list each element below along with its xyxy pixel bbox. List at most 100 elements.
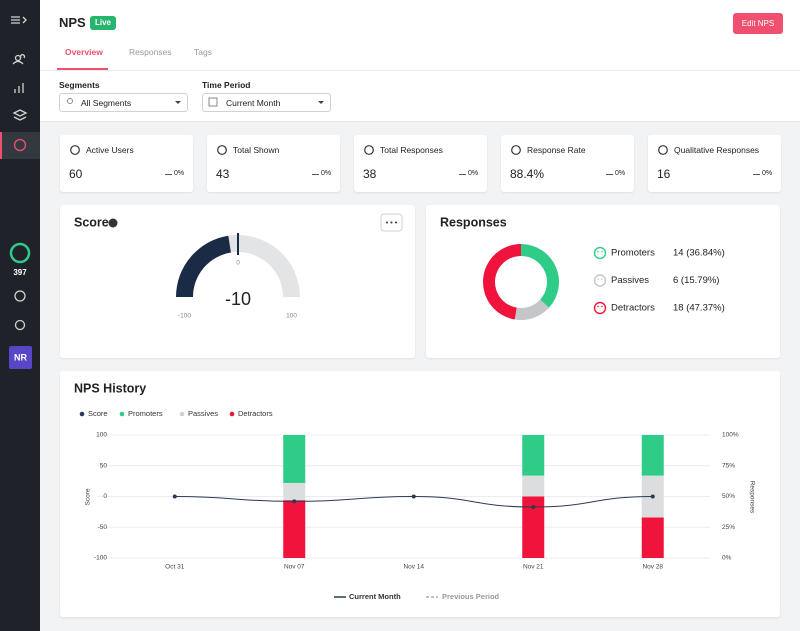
gauge-value	[176, 235, 231, 297]
bar-segment	[283, 435, 306, 483]
x-tick-label: Nov 28	[642, 564, 663, 571]
face-eye	[601, 250, 603, 253]
y-axis-label: Score	[85, 488, 92, 505]
legend-label[interactable]: Score	[88, 409, 108, 418]
face-eye	[601, 278, 603, 280]
more-dot	[395, 221, 397, 224]
face-eye	[597, 278, 599, 280]
stat-label: Total Responses	[380, 145, 443, 155]
value-label: 6 (15.79%)	[673, 275, 719, 286]
tab[interactable]: Tags	[194, 47, 212, 57]
stat-change: 0%	[615, 170, 626, 177]
x-tick-label: Nov 14	[403, 564, 424, 571]
stat-value: 88.4%	[510, 167, 545, 181]
sidebar-icons: 397 NR	[0, 16, 40, 369]
stat-value: 60	[69, 167, 83, 181]
change-dash	[312, 174, 319, 175]
change-dash	[459, 174, 466, 175]
score-point	[531, 504, 536, 509]
legend-label[interactable]: Promoters	[128, 409, 163, 418]
legend-label[interactable]: Passives	[188, 409, 218, 418]
legend-label: Passives	[611, 275, 649, 286]
period-select[interactable]	[202, 93, 331, 112]
credits: 397	[13, 268, 27, 277]
y-tick-label: 0	[103, 493, 107, 500]
value-label: 18 (47.37%)	[673, 303, 725, 314]
layers-icon[interactable]	[12, 109, 28, 121]
stat-icon	[364, 145, 374, 155]
stat-card: Response Rate 88.4% 0%	[501, 135, 634, 192]
nps-icon[interactable]	[13, 138, 27, 152]
card-title: Score	[74, 215, 109, 229]
segment-select[interactable]	[59, 93, 188, 112]
settings-icon[interactable]	[14, 319, 26, 331]
legend-label: Detractors	[611, 303, 655, 314]
stat-change: 0%	[321, 170, 332, 177]
stat-value: 16	[657, 167, 671, 181]
tab[interactable]: Responses	[129, 47, 172, 57]
gauge-track	[228, 235, 300, 297]
avatar[interactable]	[9, 346, 32, 369]
stat-change: 0%	[174, 170, 185, 177]
bar-segment	[522, 475, 545, 497]
help-icon[interactable]	[108, 218, 118, 228]
icon-shape	[217, 145, 227, 155]
card-title: NPS History	[74, 381, 146, 395]
tab[interactable]: Overview	[65, 47, 103, 57]
y-tick-label: -50	[98, 524, 108, 531]
bar-segment	[283, 500, 306, 558]
filter-value: All Segments	[81, 98, 132, 108]
stat-change: 0%	[762, 170, 773, 177]
y-tick-label: -100	[94, 555, 107, 562]
stat-label: Total Shown	[233, 145, 280, 155]
y2-tick-label: 50%	[722, 493, 735, 500]
stat-value: 43	[216, 167, 230, 181]
stat-card: Total Shown 43 0%	[207, 135, 340, 192]
legend-dot	[119, 411, 125, 417]
y2-tick-label: 75%	[722, 462, 735, 469]
page-title: NPS	[59, 15, 86, 30]
more-dot	[390, 221, 393, 224]
icon-shape	[511, 145, 521, 155]
help-icon[interactable]	[14, 290, 26, 302]
menu-icon[interactable]	[11, 16, 27, 24]
period-label[interactable]: Previous Period	[442, 592, 500, 601]
y2-tick-label: 25%	[722, 524, 735, 531]
sidebar: 397 NR	[0, 0, 40, 631]
stat-icon	[70, 145, 80, 155]
donut-slice	[483, 244, 521, 320]
stat-label: Qualitative Responses	[674, 145, 760, 155]
bar-segment	[522, 435, 545, 476]
period-label[interactable]: Current Month	[349, 592, 401, 601]
gauge-value-label: -10	[225, 289, 251, 309]
filter-label: Segments	[59, 80, 100, 90]
legend-face	[593, 246, 607, 260]
filter-label: Time Period	[202, 80, 251, 90]
legend-face	[593, 301, 607, 315]
stat-value: 38	[363, 167, 377, 181]
face-eye	[601, 305, 603, 308]
credits-ring	[9, 242, 31, 264]
y-tick-label: 100	[96, 432, 107, 439]
change-dash	[753, 174, 760, 175]
active-nav	[0, 132, 40, 159]
gauge-tick-label: -100	[178, 313, 191, 320]
stat-label: Response Rate	[527, 145, 586, 155]
change-dash	[165, 174, 172, 175]
icon-shape	[658, 145, 668, 155]
gauge-chart: Score -100 0 100 -10	[74, 213, 403, 320]
stat-label: Active Users	[86, 145, 134, 155]
change-dash	[606, 174, 613, 175]
stat-icon	[658, 145, 668, 155]
stat-icon	[511, 145, 521, 155]
stats-icon[interactable]	[14, 83, 24, 93]
icon-shape	[70, 145, 80, 155]
y2-tick-label: 100%	[722, 432, 739, 439]
legend-label: Promoters	[611, 248, 655, 259]
filter-value: Current Month	[226, 98, 281, 108]
legend-label[interactable]: Detractors	[238, 409, 273, 418]
gauge-tick-label: 0	[236, 260, 240, 267]
bar-segment	[283, 482, 306, 501]
edit-button[interactable]: Edit NPS	[733, 13, 783, 34]
